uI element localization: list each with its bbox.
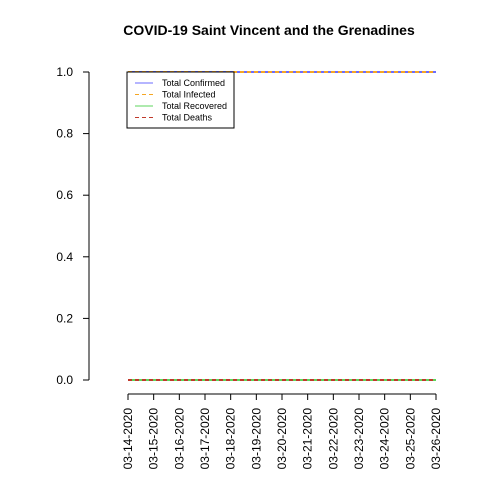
legend-label: Total Recovered <box>162 101 227 111</box>
x-tick-label: 03-19-2020 <box>249 408 263 470</box>
y-tick-label: 0.2 <box>56 311 73 325</box>
x-tick-label: 03-25-2020 <box>403 408 417 470</box>
legend-label: Total Deaths <box>162 113 213 123</box>
legend-label: Total Infected <box>162 90 216 100</box>
x-tick-label: 03-24-2020 <box>378 408 392 470</box>
x-tick-label: 03-17-2020 <box>198 408 212 470</box>
y-axis-ticks: 0.0 0.2 0.4 0.6 0.8 1.0 <box>56 65 89 387</box>
x-tick-label: 03-18-2020 <box>224 408 238 470</box>
x-tick-label: 03-15-2020 <box>147 408 161 470</box>
legend-label: Total Confirmed <box>162 78 225 88</box>
y-tick-label: 0.8 <box>56 127 73 141</box>
y-tick-label: 0.6 <box>56 188 73 202</box>
y-tick-label: 0.0 <box>56 373 73 387</box>
x-tick-label: 03-20-2020 <box>275 408 289 470</box>
y-tick-label: 1.0 <box>56 65 73 79</box>
x-tick-label: 03-14-2020 <box>121 408 135 470</box>
chart-title: COVID-19 Saint Vincent and the Grenadine… <box>123 22 415 38</box>
x-axis-ticks: 03-14-2020 03-15-2020 03-16-2020 03-17-2020… <box>121 394 443 469</box>
x-tick-label: 03-26-2020 <box>429 408 443 470</box>
y-tick-label: 0.4 <box>56 250 73 264</box>
x-tick-label: 03-23-2020 <box>352 408 366 470</box>
x-tick-label: 03-16-2020 <box>172 408 186 470</box>
x-tick-label: 03-22-2020 <box>326 408 340 470</box>
x-tick-label: 03-21-2020 <box>301 408 315 470</box>
